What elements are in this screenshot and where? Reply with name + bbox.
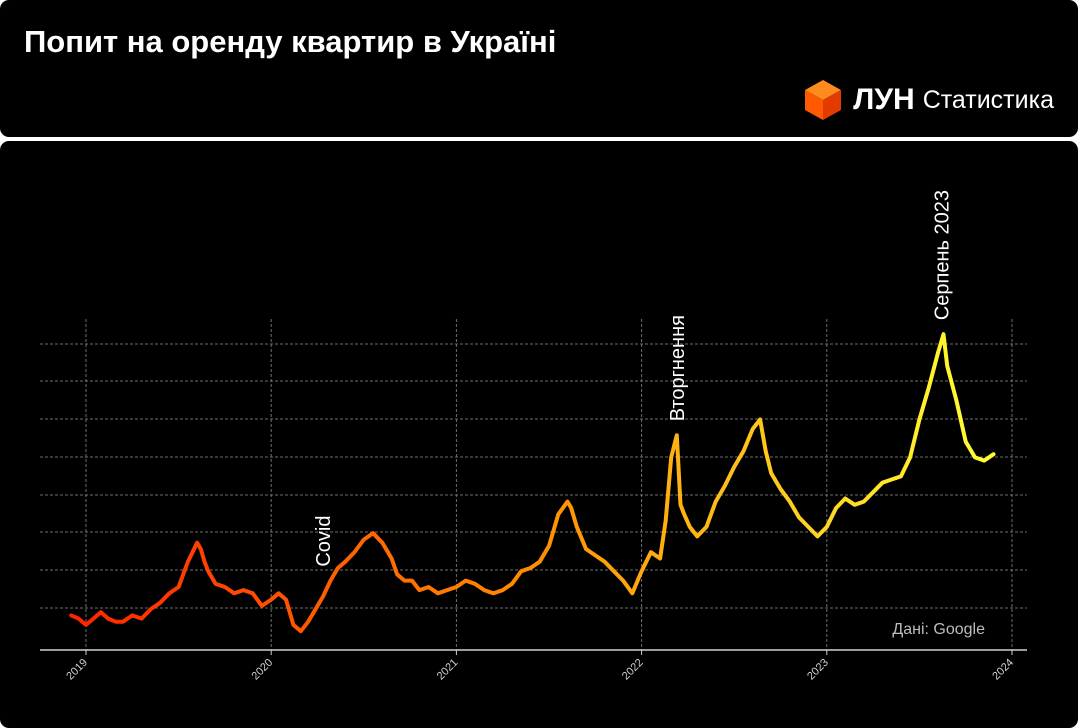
annotation-label: Covid bbox=[313, 515, 335, 566]
rental-demand-chart: 2019 2020 2021 2022 2023 2024 Covid Вторгнення… bbox=[40, 190, 1027, 683]
x-tick-label: 2023 bbox=[805, 657, 831, 683]
annotations: Covid Вторгнення Серпень 2023 bbox=[313, 190, 954, 567]
header-panel: Попит на оренду квартир в Україні ЛУН Ст… bbox=[0, 0, 1078, 137]
chart-panel: 2019 2020 2021 2022 2023 2024 Covid Вторгнення… bbox=[0, 141, 1078, 728]
x-tick-label: 2022 bbox=[620, 657, 646, 683]
lun-logo-icon bbox=[805, 80, 842, 120]
page-title: Попит на оренду квартир в Україні bbox=[24, 24, 557, 59]
annotation-label: Серпень 2023 bbox=[932, 190, 954, 320]
brand-subtitle: Статистика bbox=[922, 85, 1054, 114]
brand: ЛУН Статистика bbox=[803, 78, 1054, 122]
x-tick-label: 2024 bbox=[990, 657, 1016, 683]
x-axis: 2019 2020 2021 2022 2023 2024 bbox=[40, 649, 1027, 683]
series-line-path bbox=[69, 332, 996, 634]
brand-name: ЛУН bbox=[853, 83, 915, 116]
grid bbox=[40, 319, 1027, 650]
x-tick-label: 2019 bbox=[64, 657, 90, 683]
source-note: Дані: Google bbox=[892, 621, 985, 638]
series-line bbox=[69, 332, 996, 634]
annotation-label: Вторгнення bbox=[667, 315, 689, 421]
x-tick-label: 2020 bbox=[250, 657, 276, 683]
x-tick-label: 2021 bbox=[435, 657, 461, 683]
